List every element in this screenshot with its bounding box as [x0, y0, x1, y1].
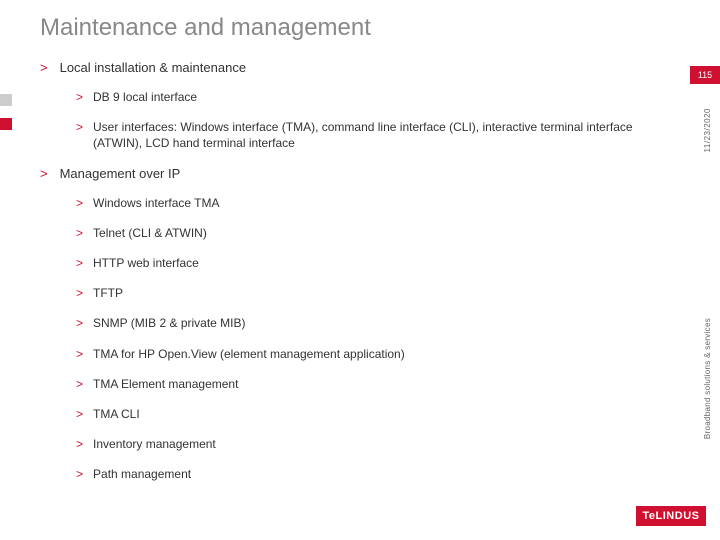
- bullet-level2: > HTTP web interface: [76, 255, 662, 271]
- bullet-level1: > Local installation & maintenance: [40, 60, 662, 75]
- chevron-icon: >: [40, 60, 48, 75]
- bullet-level2: > Path management: [76, 466, 662, 482]
- bullet-text: Management over IP: [60, 166, 181, 181]
- chevron-icon: >: [76, 346, 83, 362]
- chevron-icon: >: [76, 436, 83, 452]
- chevron-icon: >: [76, 119, 83, 135]
- bullet-level2: > TMA CLI: [76, 406, 662, 422]
- bullet-text: TMA Element management: [93, 376, 238, 392]
- chevron-icon: >: [76, 376, 83, 392]
- bullet-text: Local installation & maintenance: [60, 60, 246, 75]
- page-number-badge: 115: [690, 66, 720, 84]
- chevron-icon: >: [76, 225, 83, 241]
- chevron-icon: >: [76, 406, 83, 422]
- bullet-text: SNMP (MIB 2 & private MIB): [93, 315, 245, 331]
- bullet-level2: > TFTP: [76, 285, 662, 301]
- bullet-text: Telnet (CLI & ATWIN): [93, 225, 207, 241]
- bullet-text: TMA for HP Open.View (element management…: [93, 346, 405, 362]
- brand-logo: TeLINDUS: [636, 506, 706, 526]
- bullet-level2: > SNMP (MIB 2 & private MIB): [76, 315, 662, 331]
- bullet-level2: > Inventory management: [76, 436, 662, 452]
- content-area: > Local installation & maintenance > DB …: [40, 60, 662, 496]
- bullet-text: User interfaces: Windows interface (TMA)…: [93, 119, 662, 151]
- bullet-text: HTTP web interface: [93, 255, 199, 271]
- bullet-level2: > Windows interface TMA: [76, 195, 662, 211]
- bullet-level2: > DB 9 local interface: [76, 89, 662, 105]
- chevron-icon: >: [76, 89, 83, 105]
- bullet-level1: > Management over IP: [40, 166, 662, 181]
- date-label: 11/23/2020: [703, 108, 712, 152]
- chevron-icon: >: [40, 166, 48, 181]
- bullet-level2: > Telnet (CLI & ATWIN): [76, 225, 662, 241]
- chevron-icon: >: [76, 255, 83, 271]
- chevron-icon: >: [76, 315, 83, 331]
- bullet-text: TFTP: [93, 285, 123, 301]
- bullet-level2: > TMA Element management: [76, 376, 662, 392]
- accent-square-gray: [0, 94, 12, 106]
- bullet-text: Windows interface TMA: [93, 195, 220, 211]
- bullet-text: Path management: [93, 466, 191, 482]
- bullet-text: DB 9 local interface: [93, 89, 197, 105]
- bullet-level2: > User interfaces: Windows interface (TM…: [76, 119, 662, 151]
- accent-square-red: [0, 118, 12, 130]
- bullet-text: TMA CLI: [93, 406, 140, 422]
- slide-title: Maintenance and management: [40, 14, 371, 42]
- bullet-level2: > TMA for HP Open.View (element manageme…: [76, 346, 662, 362]
- chevron-icon: >: [76, 285, 83, 301]
- bullet-text: Inventory management: [93, 436, 216, 452]
- chevron-icon: >: [76, 466, 83, 482]
- chevron-icon: >: [76, 195, 83, 211]
- tagline-label: Broadband solutions & services: [703, 318, 712, 439]
